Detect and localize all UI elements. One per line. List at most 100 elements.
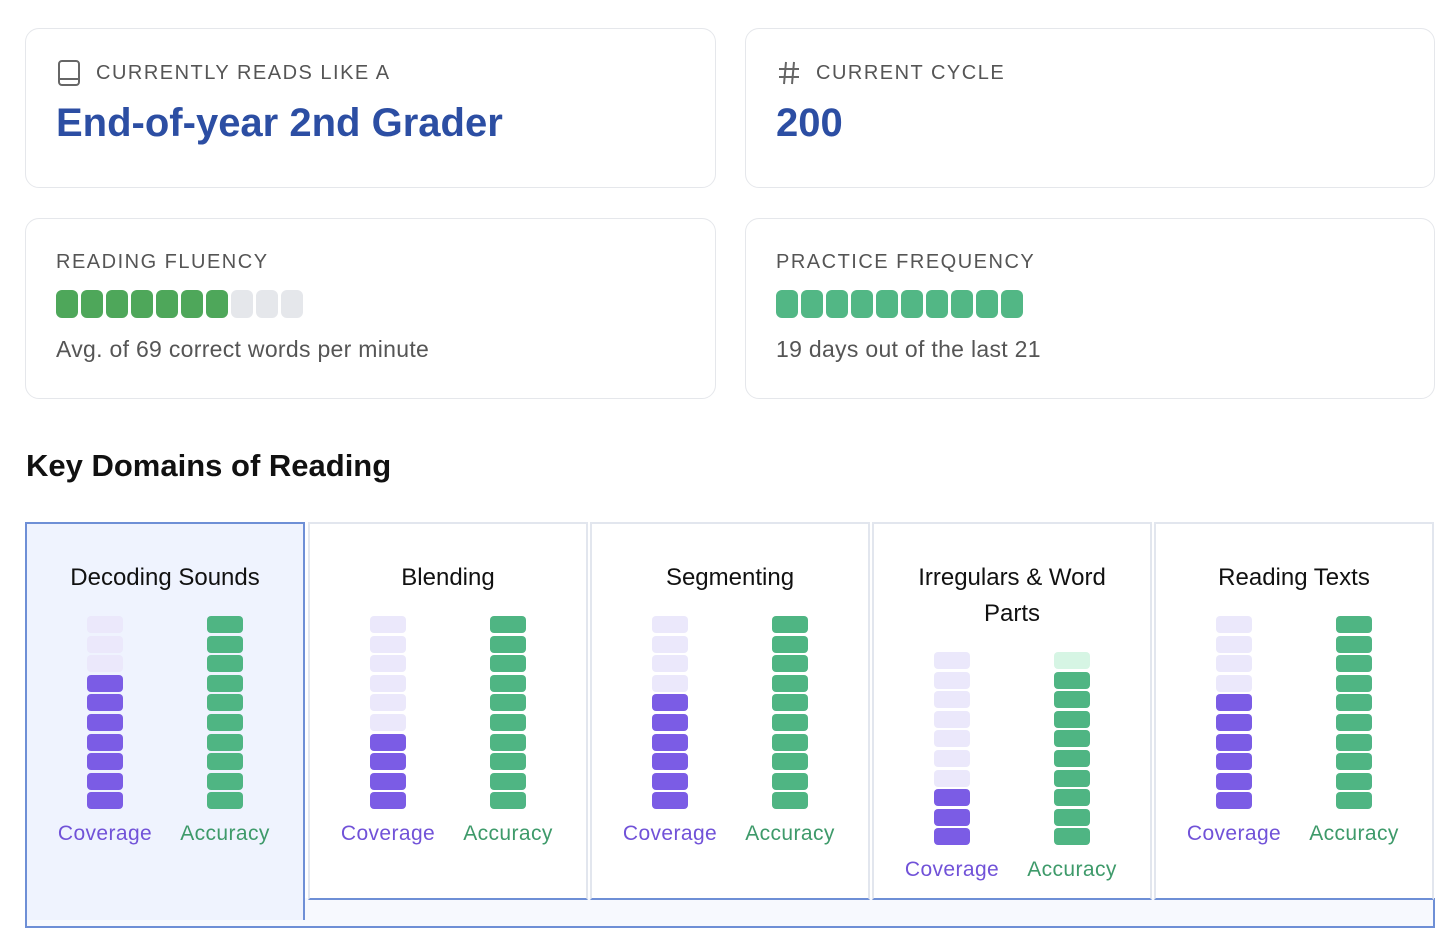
coverage-segment: [87, 772, 123, 790]
accuracy-segment: [1054, 652, 1090, 669]
meter-segment: [876, 290, 898, 318]
domain-card[interactable]: Blending Coverage Accuracy: [308, 522, 588, 900]
coverage-segment: [87, 655, 123, 673]
accuracy-segment: [1336, 655, 1372, 673]
coverage-label: Coverage: [340, 821, 436, 845]
meter-segment: [81, 290, 103, 318]
accuracy-column: Accuracy: [463, 616, 552, 846]
domain-card[interactable]: Irregulars & Word Parts Coverage Accuracy: [872, 522, 1152, 900]
accuracy-segment: [207, 733, 243, 751]
accuracy-segment: [772, 674, 808, 692]
domain-card[interactable]: Segmenting Coverage Accuracy: [590, 522, 870, 900]
coverage-segment: [87, 635, 123, 653]
accuracy-segment: [207, 694, 243, 712]
accuracy-label: Accuracy: [1309, 821, 1399, 845]
coverage-segment: [87, 694, 123, 712]
cycle-card: CURRENT CYCLE 200: [745, 28, 1435, 188]
accuracy-segment: [1054, 671, 1090, 689]
meter-segment: [826, 290, 848, 318]
domain-name: Reading Texts: [1218, 564, 1370, 591]
coverage-segment: [1216, 753, 1252, 771]
domain-card[interactable]: Decoding Sounds Coverage Accuracy: [25, 522, 305, 920]
reads-like-header: CURRENTLY READS LIKE A: [56, 59, 685, 87]
accuracy-segment: [1336, 635, 1372, 653]
accuracy-segment: [772, 655, 808, 673]
accuracy-segment: [207, 635, 243, 653]
meter-segment: [851, 290, 873, 318]
reads-like-value: End-of-year 2nd Grader: [56, 101, 503, 145]
domain-bars: Coverage Accuracy: [623, 616, 834, 846]
coverage-label: Coverage: [904, 857, 1000, 881]
coverage-segment: [652, 694, 688, 712]
accuracy-segment: [490, 694, 526, 712]
domain-name: Irregulars & Word Parts: [918, 564, 1106, 627]
domain-card[interactable]: Reading Texts Coverage Accuracy: [1154, 522, 1434, 900]
coverage-segment: [652, 713, 688, 731]
hash-icon: [779, 61, 799, 85]
reads-like-card: CURRENTLY READS LIKE A End-of-year 2nd G…: [25, 28, 716, 188]
fluency-label: READING FLUENCY: [56, 251, 269, 273]
coverage-segment: [1216, 635, 1252, 653]
accuracy-segment: [207, 772, 243, 790]
coverage-segment: [934, 710, 970, 728]
practice-card: PRACTICE FREQUENCY 19 days out of the la…: [745, 218, 1435, 399]
coverage-label: Coverage: [57, 821, 153, 845]
accuracy-segment: [490, 733, 526, 751]
accuracy-segment: [1054, 749, 1090, 767]
accuracy-segment: [772, 616, 808, 633]
accuracy-segment: [207, 713, 243, 731]
section-title: Key Domains of Reading: [26, 448, 392, 483]
coverage-segment: [934, 828, 970, 846]
coverage-segment: [934, 789, 970, 807]
cycle-label: CURRENT CYCLE: [816, 61, 1006, 84]
accuracy-segment: [1054, 769, 1090, 787]
meter-segment: [951, 290, 973, 318]
accuracy-segment: [1054, 789, 1090, 807]
accuracy-column: Accuracy: [180, 616, 269, 846]
accuracy-segment: [207, 753, 243, 771]
coverage-segment: [87, 753, 123, 771]
accuracy-label: Accuracy: [463, 821, 553, 845]
accuracy-segment: [1054, 828, 1090, 846]
meter-segment: [156, 290, 178, 318]
accuracy-column: Accuracy: [745, 616, 834, 846]
coverage-segment: [652, 674, 688, 692]
accuracy-segment: [1054, 710, 1090, 728]
cycle-header: CURRENT CYCLE: [776, 59, 1404, 87]
coverage-segment: [370, 655, 406, 673]
coverage-label: Coverage: [622, 821, 718, 845]
accuracy-segment: [490, 674, 526, 692]
accuracy-segment: [772, 792, 808, 810]
accuracy-segment: [1336, 674, 1372, 692]
accuracy-segment: [207, 655, 243, 673]
accuracy-segment: [207, 674, 243, 692]
coverage-segment: [934, 691, 970, 709]
coverage-segment: [1216, 694, 1252, 712]
accuracy-segment: [772, 713, 808, 731]
accuracy-segment: [772, 733, 808, 751]
accuracy-segment: [1336, 753, 1372, 771]
meter-segment: [801, 290, 823, 318]
coverage-segment: [370, 674, 406, 692]
meter-segment: [1001, 290, 1023, 318]
accuracy-segment: [490, 616, 526, 633]
coverage-segment: [934, 749, 970, 767]
accuracy-label: Accuracy: [1027, 857, 1117, 881]
coverage-segment: [1216, 733, 1252, 751]
coverage-segment: [1216, 655, 1252, 673]
accuracy-column: Accuracy: [1027, 652, 1116, 882]
meter-segment: [181, 290, 203, 318]
meter-segment: [926, 290, 948, 318]
accuracy-segment: [490, 713, 526, 731]
coverage-segment: [652, 792, 688, 810]
domain-bars: Coverage Accuracy: [58, 616, 269, 846]
domain-name: Decoding Sounds: [70, 564, 260, 591]
fluency-caption: Avg. of 69 correct words per minute: [56, 336, 430, 362]
accuracy-segment: [1336, 792, 1372, 810]
coverage-segment: [934, 808, 970, 826]
accuracy-segment: [772, 694, 808, 712]
accuracy-segment: [1054, 808, 1090, 826]
meter-segment: [256, 290, 278, 318]
accuracy-segment: [1336, 616, 1372, 633]
accuracy-segment: [490, 635, 526, 653]
